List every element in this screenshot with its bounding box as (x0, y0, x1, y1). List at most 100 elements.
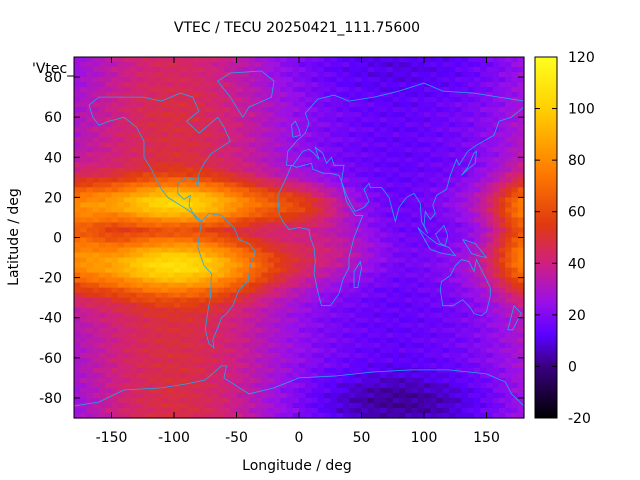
heatmap-cell (455, 57, 463, 63)
heatmap-cell (480, 267, 488, 274)
heatmap-cell (380, 227, 388, 234)
heatmap-cell (142, 342, 150, 349)
heatmap-cell (86, 372, 94, 379)
heatmap-cell (311, 347, 319, 354)
heatmap-cell (330, 242, 338, 249)
heatmap-cell (336, 182, 344, 188)
heatmap-cell (224, 87, 231, 93)
heatmap-cell (280, 72, 288, 78)
heatmap-cell (461, 327, 469, 334)
heatmap-cell (186, 302, 194, 309)
heatmap-cell (180, 367, 188, 374)
heatmap-cell (255, 287, 263, 294)
heatmap-cell (224, 237, 231, 244)
heatmap-cell (149, 247, 156, 254)
heatmap-cell (92, 77, 100, 83)
heatmap-cell (130, 287, 138, 294)
heatmap-cell (361, 272, 369, 279)
heatmap-cell (167, 397, 175, 404)
heatmap-cell (355, 337, 363, 344)
heatmap-cell (230, 87, 238, 93)
heatmap-cell (367, 117, 375, 123)
heatmap-cell (424, 172, 431, 178)
heatmap-cell (324, 257, 331, 264)
heatmap-cell (117, 307, 125, 314)
heatmap-cell (92, 362, 100, 369)
heatmap-cell (86, 167, 94, 173)
heatmap-cell (317, 162, 325, 168)
heatmap-cell (80, 72, 88, 78)
heatmap-cell (186, 107, 194, 113)
heatmap-cell (361, 312, 369, 319)
heatmap-cell (242, 92, 250, 98)
heatmap-cell (480, 157, 488, 163)
heatmap-cell (492, 322, 500, 329)
heatmap-cell (449, 222, 456, 229)
heatmap-cell (467, 312, 475, 319)
heatmap-cell (80, 292, 88, 299)
heatmap-cell (467, 112, 475, 118)
heatmap-cell (211, 207, 219, 214)
heatmap-cell (242, 382, 250, 389)
heatmap-cell (367, 222, 375, 229)
heatmap-cell (292, 347, 300, 354)
heatmap-cell (480, 367, 488, 374)
heatmap-cell (449, 377, 456, 384)
heatmap-cell (299, 327, 306, 334)
heatmap-cell (411, 272, 419, 279)
heatmap-cell (324, 387, 331, 394)
heatmap-cell (342, 217, 350, 224)
heatmap-cell (317, 267, 325, 274)
heatmap-cell (74, 102, 81, 108)
heatmap-cell (474, 347, 481, 354)
heatmap-cell (299, 297, 306, 304)
heatmap-cell (461, 127, 469, 133)
heatmap-cell (442, 297, 450, 304)
heatmap-cell (461, 77, 469, 83)
heatmap-cell (311, 322, 319, 329)
heatmap-cell (486, 297, 494, 304)
heatmap-cell (336, 147, 344, 153)
heatmap-cell (411, 212, 419, 219)
heatmap-cell (117, 117, 125, 123)
heatmap-cell (455, 257, 463, 264)
heatmap-cell (130, 322, 138, 329)
heatmap-cell (386, 292, 394, 299)
heatmap-cell (455, 307, 463, 314)
heatmap-cell (305, 392, 313, 399)
heatmap-cell (242, 72, 250, 78)
heatmap-cell (292, 112, 300, 118)
heatmap-cell (386, 272, 394, 279)
heatmap-cell (217, 147, 225, 153)
heatmap-cell (417, 272, 425, 279)
heatmap-cell (505, 397, 513, 404)
heatmap-cell (342, 82, 350, 88)
heatmap-cell (99, 232, 106, 239)
heatmap-cell (267, 142, 275, 148)
heatmap-cell (74, 342, 81, 349)
heatmap-cell (411, 132, 419, 138)
heatmap-cell (336, 62, 344, 68)
heatmap-cell (274, 242, 281, 249)
heatmap-cell (249, 62, 256, 68)
heatmap-cell (405, 277, 413, 284)
heatmap-cell (274, 232, 281, 239)
heatmap-cell (467, 367, 475, 374)
heatmap-cell (230, 112, 238, 118)
heatmap-cell (192, 217, 200, 224)
heatmap-cell (405, 367, 413, 374)
heatmap-cell (230, 102, 238, 108)
heatmap-cell (149, 122, 156, 128)
heatmap-cell (505, 187, 513, 193)
heatmap-cell (342, 257, 350, 264)
heatmap-cell (80, 157, 88, 163)
heatmap-cell (349, 202, 356, 209)
heatmap-cell (342, 127, 350, 133)
heatmap-cell (424, 242, 431, 249)
heatmap-cell (74, 287, 81, 294)
heatmap-cell (461, 232, 469, 239)
heatmap-cell (92, 257, 100, 264)
heatmap-cell (361, 182, 369, 188)
heatmap-cell (167, 267, 175, 274)
heatmap-cell (336, 377, 344, 384)
